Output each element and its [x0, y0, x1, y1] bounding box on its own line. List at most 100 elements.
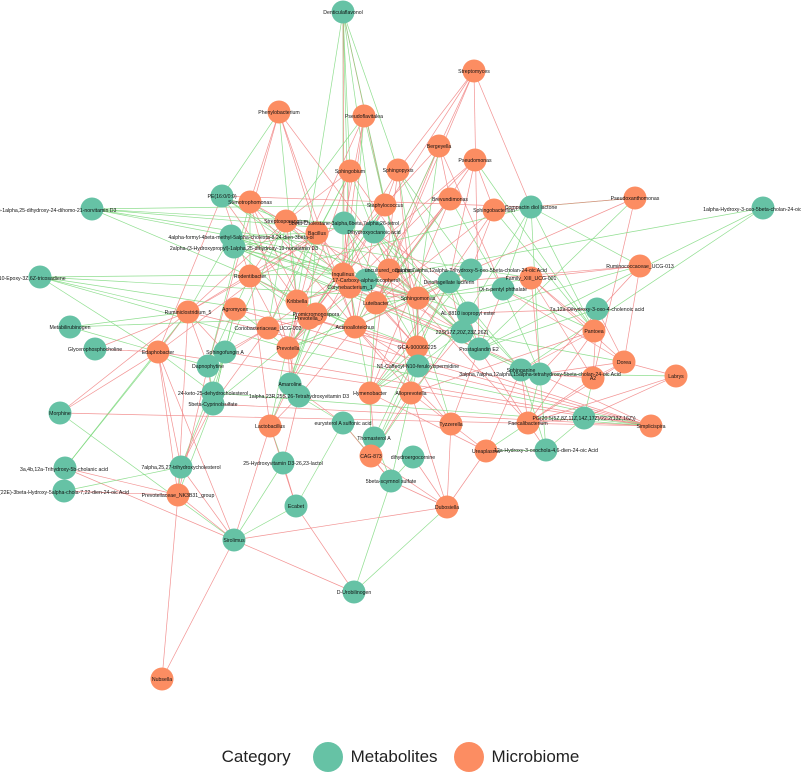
node-label: 3a,4b,12a-Trihydroxy-5b-cholanic acid	[20, 467, 108, 473]
node-mic	[146, 340, 170, 364]
node-label: Prevotellaceae_NK3B31_group	[142, 493, 215, 499]
node-mic	[358, 381, 382, 405]
edge	[449, 198, 504, 290]
edge	[269, 300, 298, 427]
edge	[478, 308, 598, 350]
node-label: Nubsella	[152, 677, 172, 683]
node-met	[509, 358, 533, 382]
node-met	[362, 426, 386, 450]
node-label: Labrys	[668, 374, 684, 380]
node-label: Alloprevotella	[395, 391, 426, 397]
network-diagram: Denticulaflavonol Streptomyces Phenylobact…	[0, 0, 801, 691]
node-mic	[612, 350, 636, 374]
node-mic	[267, 100, 291, 124]
node-mic	[582, 319, 606, 343]
edge	[308, 317, 652, 427]
edge	[539, 361, 625, 375]
node-label: Phenylobacterium	[258, 110, 300, 116]
node-label: Bacillus	[308, 231, 326, 237]
node-mic	[352, 104, 376, 128]
edge	[233, 246, 419, 299]
edge	[354, 326, 419, 367]
node-mic	[377, 258, 401, 282]
node-label: Staphylococcus	[367, 203, 404, 209]
edge	[177, 403, 214, 496]
edge	[410, 392, 448, 508]
edge	[370, 455, 448, 508]
node-label: 5beta-Cholestane-3alpha,6beta,7alpha,26-…	[289, 221, 399, 227]
edge	[592, 197, 636, 379]
node-label: Agromyces	[222, 307, 248, 313]
node-label: AL 8810 isopropyl ester	[441, 311, 496, 317]
edge	[539, 265, 641, 375]
node-label: 22S(17Z,20Z,23Z,26Z)	[436, 330, 489, 336]
node-label: Actinoalloteichus	[336, 325, 375, 331]
node-mic	[628, 254, 652, 278]
node-label: A2	[590, 376, 596, 382]
node-label: Brevundimonas	[432, 197, 468, 203]
node-met	[52, 479, 76, 503]
node-met	[342, 580, 366, 604]
edge	[502, 206, 532, 290]
node-label: 20(17->12beta)-abeo-1alpha,25-dihydroxy-…	[0, 208, 117, 214]
node-mic	[474, 439, 498, 463]
edge	[64, 467, 179, 496]
edge	[349, 115, 365, 288]
node-label: Promicromonospora	[293, 312, 340, 318]
edge	[187, 220, 287, 313]
edge	[520, 207, 764, 371]
node-label: Compactin diol lactone	[505, 205, 558, 211]
node-label: Prevotella	[276, 346, 299, 352]
node-label: Pseudomonas	[458, 158, 492, 164]
edge	[64, 467, 235, 541]
edge	[342, 11, 351, 172]
node-label: Luteibacter	[363, 301, 389, 307]
node-met	[83, 337, 107, 361]
node-met	[331, 411, 355, 435]
edge	[527, 361, 625, 424]
node-label: 2alpha-(3-Hydroxypropyl)-1alpha,25-dihyd…	[170, 246, 318, 252]
node-label: 9,10-Epoxy-3Z,6Z-tricosadiene	[0, 276, 66, 282]
node-met	[201, 392, 225, 416]
node-mic	[285, 289, 309, 313]
edge	[448, 281, 522, 371]
node-label: Dihydroxyoctanoic acid	[347, 230, 400, 236]
node-met	[48, 401, 72, 425]
edge	[249, 201, 356, 328]
node-label: 3alpha,7alpha,12alpha,15alpha-tetrahydro…	[459, 372, 621, 378]
node-met	[401, 445, 425, 469]
node-label: Sirolimus	[223, 538, 245, 544]
node-mic	[639, 414, 663, 438]
edge	[353, 506, 448, 593]
edge	[287, 232, 318, 349]
edge	[417, 277, 532, 299]
edge	[180, 466, 235, 541]
edge	[527, 375, 677, 424]
edge	[623, 265, 641, 363]
node-mic	[258, 414, 282, 438]
edge	[467, 308, 598, 314]
edge	[64, 351, 159, 469]
node-label: Pseudoflavitalea	[345, 114, 383, 120]
edge	[295, 422, 344, 507]
edge	[530, 277, 625, 363]
node-met	[379, 469, 403, 493]
legend-label-metabolites: Metabolites	[350, 747, 438, 766]
node-label: Stenotrophomonas	[228, 200, 272, 206]
node-label: uncultured_organism	[365, 268, 413, 274]
node-label: D-Urobilinogen	[337, 590, 372, 596]
edge	[59, 311, 189, 414]
edge	[473, 70, 480, 350]
edge	[59, 412, 652, 427]
node-met	[456, 301, 480, 325]
edge	[461, 331, 625, 363]
node-met	[534, 438, 558, 462]
edge	[493, 197, 636, 211]
edge	[583, 375, 677, 419]
node-label: Tyzzerella	[439, 422, 462, 428]
node-label: Inquilinus	[332, 272, 354, 278]
edge	[69, 326, 159, 353]
node-label: Sphingobacterium	[473, 208, 515, 214]
edge	[157, 195, 223, 353]
edge	[384, 204, 419, 299]
